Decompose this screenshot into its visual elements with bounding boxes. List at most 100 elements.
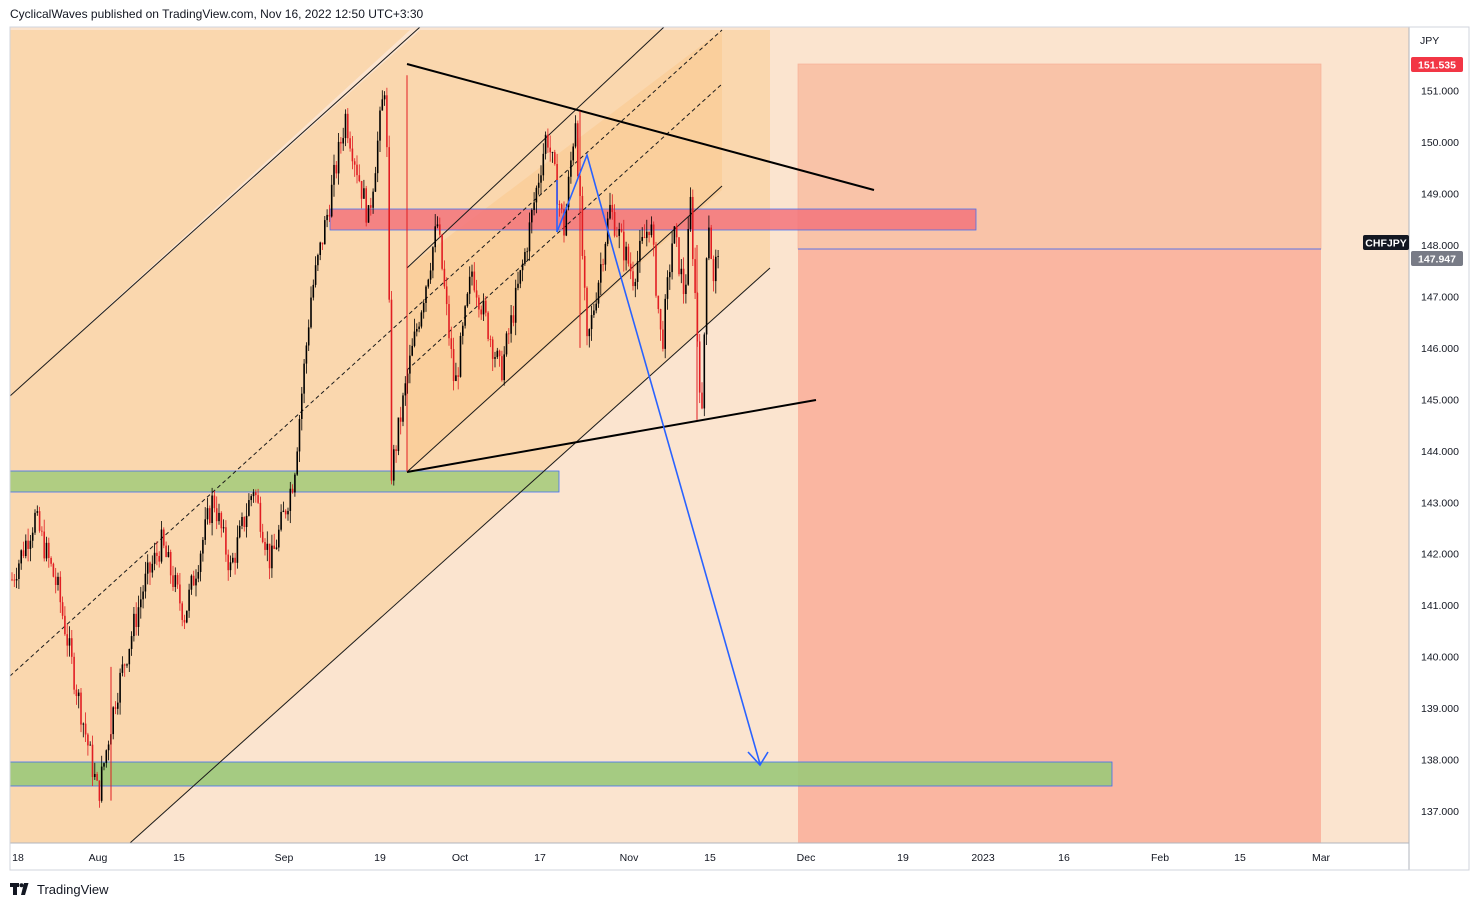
candle-body: [491, 339, 494, 359]
candle-body: [639, 240, 641, 262]
candle-body: [307, 327, 310, 346]
candle-body: [126, 664, 128, 666]
candle-body: [156, 552, 158, 556]
candle-body: [494, 357, 496, 359]
candle-body: [487, 312, 489, 339]
publisher-header: CyclicalWaves published on TradingView.c…: [10, 7, 424, 21]
candle-body: [234, 557, 236, 563]
candle-body: [586, 287, 588, 337]
candle-body: [151, 563, 154, 573]
candle-body: [326, 214, 328, 221]
candle-body: [701, 392, 703, 409]
candle-body: [303, 363, 305, 394]
candle-body: [526, 251, 528, 253]
candle-body: [105, 750, 108, 764]
candle-body: [689, 196, 692, 230]
price-tick-label: 142.000: [1421, 549, 1459, 561]
candle-body: [712, 259, 715, 282]
candle-body: [623, 231, 625, 261]
candle-body: [416, 329, 418, 332]
candle-body: [243, 516, 246, 527]
time-axis[interactable]: 18 Aug 15 Sep 19 Oct 17 Nov 15 Dec 19 2023 16 Feb 15 Ma…: [12, 852, 1330, 864]
candle-body: [287, 510, 289, 515]
candle-body: [41, 530, 43, 532]
candle-body: [517, 283, 519, 288]
price-tick-label: 140.000: [1421, 652, 1459, 664]
candle-body: [379, 110, 381, 141]
candle-body: [432, 247, 434, 271]
time-tick-label: Feb: [1151, 852, 1169, 864]
time-tick-label: 19: [897, 852, 909, 864]
footer-brand-label: TradingView: [37, 881, 109, 897]
candle-body: [682, 268, 685, 295]
price-tick-label: 138.000: [1421, 755, 1459, 767]
candle-body: [503, 354, 505, 381]
candle-body: [462, 325, 464, 336]
footer-brand[interactable]: TradingView: [10, 880, 109, 898]
candle-body: [133, 613, 135, 637]
candle-body: [505, 333, 508, 355]
candle-body: [646, 231, 648, 238]
candle-body: [123, 664, 126, 666]
candle-body: [374, 173, 377, 192]
candle-body: [153, 552, 156, 564]
last-price-label: 147.947: [1418, 254, 1456, 266]
candle-body: [57, 576, 59, 585]
candle-body: [96, 773, 98, 781]
candle-body: [241, 516, 243, 526]
candle-body: [466, 293, 469, 307]
candle-body: [395, 449, 397, 452]
candle-body: [602, 264, 604, 265]
candle-body: [452, 349, 455, 382]
candle-body: [577, 123, 579, 177]
candle-body: [498, 350, 501, 357]
candle-body: [664, 298, 666, 349]
candle-body: [611, 204, 614, 213]
candle-body: [370, 205, 372, 208]
candle-body: [238, 525, 241, 538]
candle-body: [172, 575, 174, 587]
candle-body: [77, 692, 80, 697]
candle-body: [36, 511, 39, 513]
candle-body: [510, 315, 512, 334]
candle-body: [501, 356, 503, 381]
candle-body: [183, 619, 186, 623]
candle-body: [128, 648, 131, 665]
candle-body: [597, 282, 600, 304]
candle-body: [429, 270, 432, 280]
candle-body: [195, 578, 197, 586]
candle-body: [609, 204, 611, 219]
candle-body: [351, 148, 354, 162]
candle-body: [296, 451, 298, 475]
price-tick-label: 146.000: [1421, 343, 1459, 355]
candle-body: [232, 557, 234, 563]
candle-body: [425, 286, 427, 303]
candle-body: [710, 227, 712, 260]
price-axis[interactable]: 151.000 150.000 149.000 148.000 147.000 146.0…: [1421, 86, 1459, 818]
candle-body: [386, 95, 388, 148]
candle-body: [436, 224, 439, 227]
candle-body: [669, 272, 671, 278]
candle-body: [471, 271, 473, 277]
candle-body: [551, 152, 554, 153]
candle-body: [655, 244, 657, 296]
candle-body: [20, 550, 22, 564]
candle-body: [514, 287, 517, 323]
candle-body: [715, 256, 717, 282]
candle-body: [248, 500, 250, 516]
candle-body: [372, 191, 374, 208]
candle-body: [294, 474, 296, 493]
candle-body: [459, 335, 462, 377]
candle-body: [29, 540, 32, 549]
candle-body: [473, 271, 476, 291]
time-tick-label: Nov: [620, 852, 639, 864]
candle-body: [390, 299, 393, 481]
candle-body: [547, 134, 549, 148]
candle-body: [358, 175, 361, 182]
candle-body: [363, 188, 365, 199]
candle-body: [694, 259, 696, 294]
candle-body: [708, 227, 710, 259]
candle-body: [84, 723, 87, 735]
candle-body: [252, 492, 255, 497]
